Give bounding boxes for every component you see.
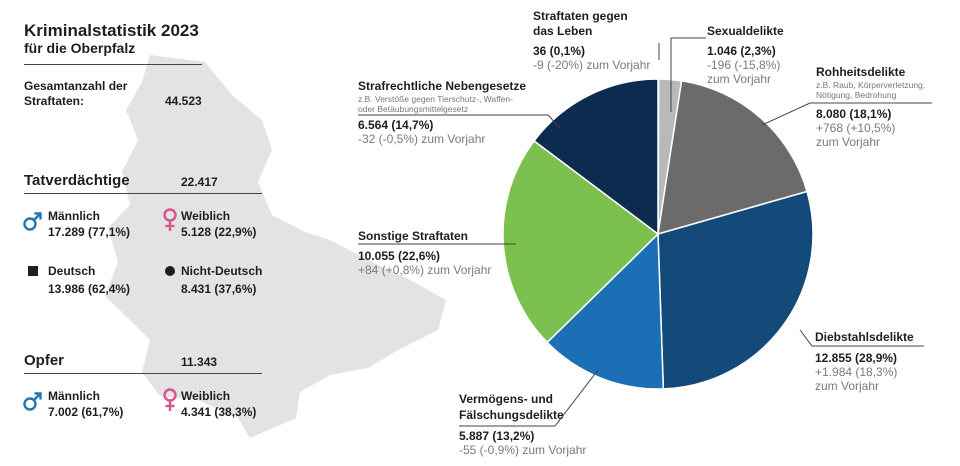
slice-change-roheit-2: zum Vorjahr [816, 135, 881, 149]
slice-change-diebstahl-2: zum Vorjahr [815, 379, 880, 393]
suspects-female-label: Weiblich [181, 209, 231, 223]
suspects-count: 22.417 [181, 175, 218, 189]
pie-slice-vermoegen [546, 232, 665, 390]
watermark-brand: Onetz [752, 408, 874, 455]
pie-slice-roheit [657, 79, 808, 236]
divider [24, 373, 262, 374]
male-symbol-icon [23, 392, 42, 411]
slice-label-vermoegen-1: Vermögens- und [459, 392, 554, 406]
slice-label-leben-1: Straftaten gegen [533, 9, 628, 23]
slice-label-neben: Strafrechtliche Nebengesetze [358, 79, 527, 93]
leader-line-diebstahl [799, 329, 924, 347]
leader-line-roheit [761, 102, 932, 126]
slice-change-leben: -9 (-20%) zum Vorjahr [533, 58, 651, 72]
slice-value-leben: 36 (0,1%) [533, 44, 586, 58]
slice-note-roheit: z.B. Raub, Körperverletzung, Nötigung, B… [816, 80, 926, 100]
slice-value-sexual: 1.046 (2,3%) [707, 44, 776, 58]
slice-label-roheit: Rohheitsdelikte [816, 65, 906, 79]
slice-change-sexual-2: zum Vorjahr [707, 72, 772, 86]
victims-female-label: Weiblich [181, 389, 231, 403]
slice-label-sexual: Sexualdelikte [707, 24, 784, 38]
suspects-german-value: 13.986 (62,4%) [48, 282, 131, 296]
leader-line-neben [358, 114, 561, 129]
slice-value-diebstahl: 12.855 (28,9%) [815, 351, 898, 365]
suspects-male-label: Männlich [48, 209, 101, 223]
slice-change-diebstahl: +1.984 (18,3%) [815, 365, 898, 379]
victims-count: 11.343 [181, 355, 218, 369]
victims-male-value: 7.002 (61,7%) [48, 405, 124, 419]
slice-value-roheit: 8.080 (18,1%) [816, 107, 892, 121]
victims-female-value: 4.341 (38,3%) [181, 405, 257, 419]
page-subtitle: für die Oberpfalz [24, 40, 136, 56]
slice-value-neben: 6.564 (14,7%) [358, 118, 434, 132]
slice-change-vermoegen: -55 (-0,9%) zum Vorjahr [459, 443, 587, 457]
watermark-tld: .de [873, 421, 918, 452]
victims-male-label: Männlich [48, 389, 101, 403]
divider [24, 193, 262, 194]
circle-icon [165, 266, 175, 276]
slice-label-vermoegen-2: Fälschungsdelikte [459, 408, 564, 422]
total-value: 44.523 [165, 94, 202, 108]
slice-change-sexual: -196 (-15,8%) [707, 58, 781, 72]
map-shape [105, 55, 446, 438]
pie-slice-neben [533, 78, 659, 236]
oberpfalz-map [105, 55, 446, 438]
suspects-heading: Tatverdächtige [24, 172, 130, 189]
suspects-german-label: Deutsch [48, 264, 96, 278]
total-label-2: Straftaten: [24, 94, 85, 108]
watermark-logo: Onetz.de [752, 408, 917, 456]
slice-change-neben: -32 (-0,5%) zum Vorjahr [358, 132, 486, 146]
slice-note-neben: z.B. Verstöße gegen Tierschutz-, Waffen-… [358, 94, 513, 114]
leader-line-vermoegen [459, 369, 599, 427]
page-title: Kriminalstatistik 2023 [24, 21, 199, 40]
suspects-female-value: 5.128 (22,9%) [181, 225, 257, 239]
divider [24, 64, 202, 65]
total-label-1: Gesamtanzahl der [24, 79, 128, 93]
slice-value-sonstige: 10.055 (22,6%) [358, 249, 441, 263]
victims-heading: Opfer [24, 352, 65, 369]
suspects-nongerman-label: Nicht-Deutsch [181, 264, 263, 278]
slice-label-diebstahl: Diebstahlsdelikte [815, 330, 914, 344]
female-symbol-icon [163, 208, 177, 231]
slice-change-roheit: +768 (+10,5%) [816, 121, 896, 135]
square-icon [28, 266, 38, 276]
slice-label-leben-2: das Leben [533, 24, 593, 38]
leader-line-sexual [670, 37, 706, 112]
slice-label-sonstige: Sonstige Straftaten [358, 229, 469, 243]
male-symbol-icon [23, 212, 42, 231]
suspects-nongerman-value: 8.431 (37,6%) [181, 282, 257, 296]
slice-change-sonstige: +84 (+0,8%) zum Vorjahr [358, 263, 492, 277]
suspects-male-value: 17.289 (77,1%) [48, 225, 131, 239]
pie-slice-diebstahl [657, 190, 814, 390]
female-symbol-icon [163, 388, 177, 411]
slice-value-vermoegen: 5.887 (13,2%) [459, 429, 535, 443]
